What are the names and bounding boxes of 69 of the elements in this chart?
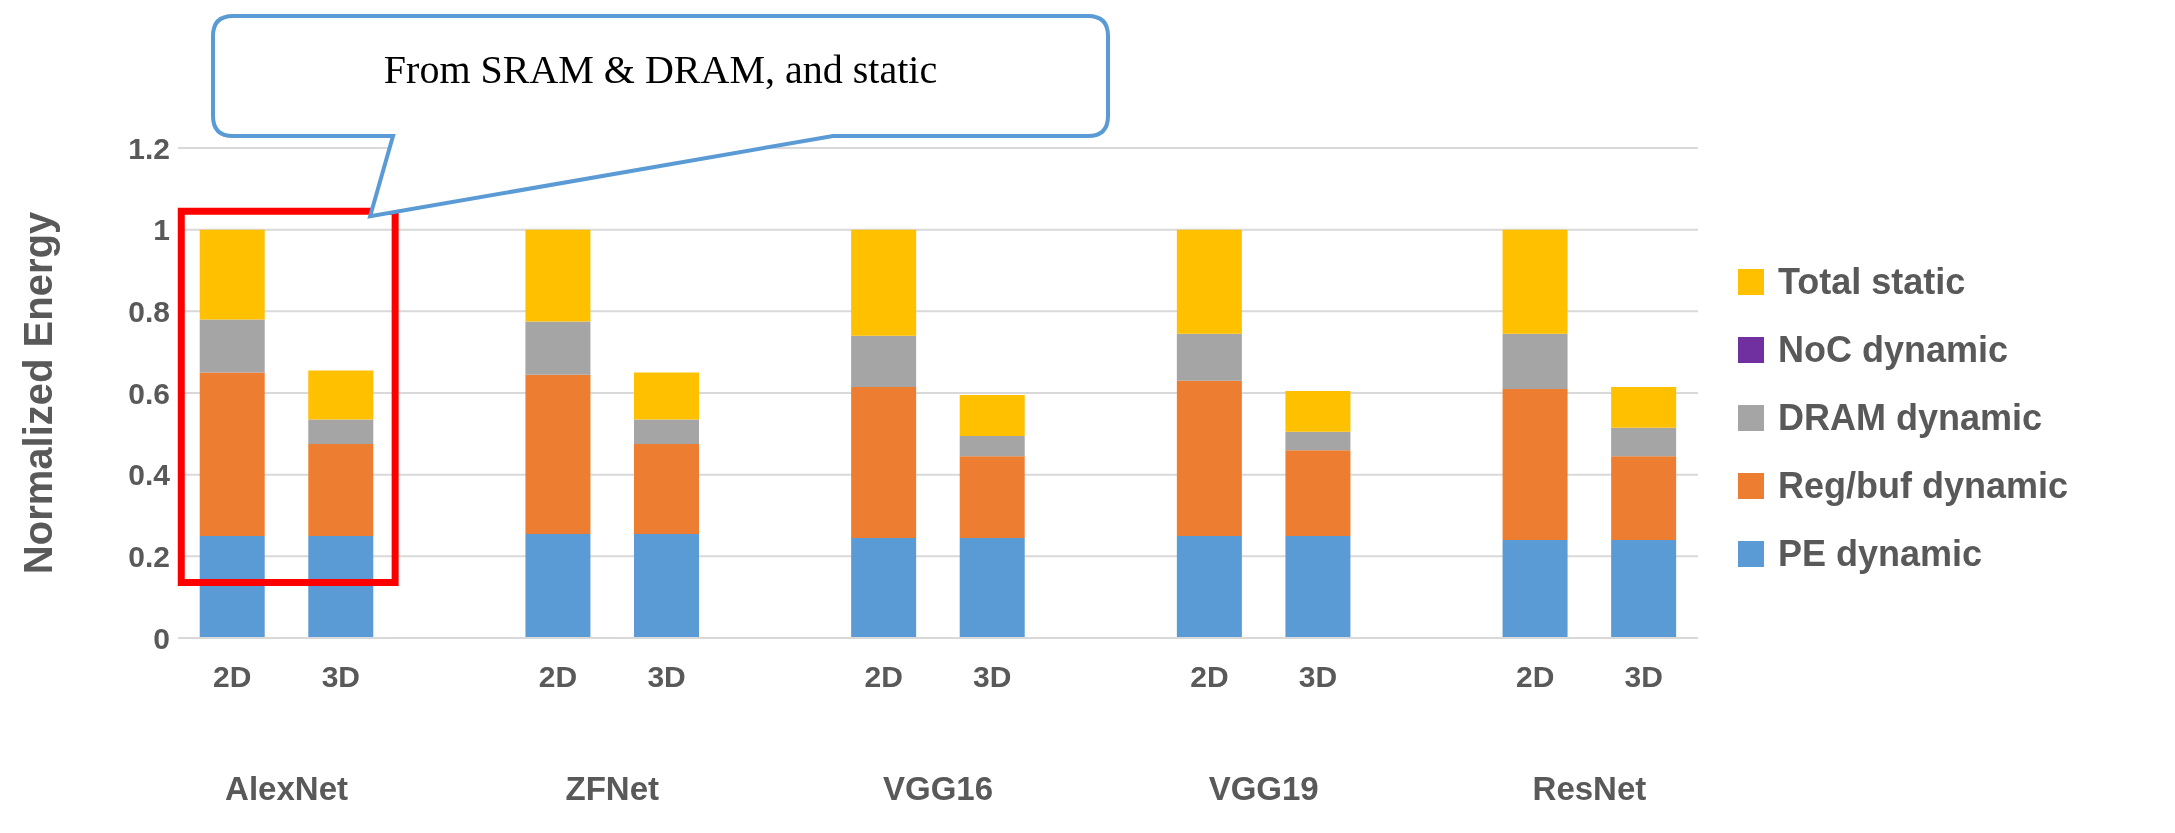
x-tick-label: 2D bbox=[1190, 660, 1229, 694]
y-tick-label: 0.2 bbox=[128, 539, 170, 573]
y-tick-label: 0.8 bbox=[128, 294, 170, 328]
bar bbox=[1611, 456, 1677, 540]
bar bbox=[525, 229, 591, 322]
bar bbox=[634, 533, 699, 638]
x-tick-label: 3D bbox=[1298, 660, 1338, 694]
bar bbox=[1176, 380, 1242, 536]
bar bbox=[1285, 431, 1351, 451]
y-axis-title: Normalized Energy bbox=[16, 211, 61, 575]
bar bbox=[1611, 540, 1677, 638]
bar bbox=[634, 444, 699, 534]
bar bbox=[1176, 229, 1242, 334]
bar bbox=[1285, 535, 1351, 638]
y-tick-label: 1.2 bbox=[128, 131, 170, 165]
x-tick-label: 2D bbox=[864, 660, 903, 694]
y-tick-label: 1 bbox=[153, 213, 170, 247]
bar bbox=[634, 372, 699, 420]
text: ResNet bbox=[1531, 770, 1648, 808]
bar bbox=[1611, 427, 1677, 457]
bar bbox=[308, 444, 374, 536]
legend-label: NoC dynamic bbox=[1778, 329, 2009, 371]
bar bbox=[1285, 450, 1351, 536]
bar bbox=[199, 319, 265, 373]
bar bbox=[1502, 229, 1568, 334]
text: ZFNet bbox=[564, 770, 661, 808]
text: From SRAM & DRAM, and static bbox=[382, 46, 939, 93]
bar bbox=[525, 533, 591, 638]
bar bbox=[1502, 333, 1568, 389]
text: VGG16 bbox=[881, 770, 995, 808]
bar bbox=[308, 419, 374, 445]
bar bbox=[959, 537, 1025, 638]
x-tick-label: 3D bbox=[1624, 660, 1663, 694]
bar bbox=[525, 374, 591, 534]
text: VGG19 bbox=[1207, 770, 1320, 808]
bar bbox=[851, 229, 917, 336]
bar bbox=[308, 535, 374, 638]
bar bbox=[1176, 333, 1242, 381]
bar bbox=[959, 395, 1025, 436]
bar bbox=[1176, 535, 1242, 638]
x-tick-label: 3D bbox=[973, 660, 1012, 694]
bar bbox=[959, 435, 1025, 457]
bar bbox=[199, 229, 265, 320]
bar bbox=[851, 335, 917, 387]
bar bbox=[1285, 390, 1351, 432]
bar bbox=[1502, 388, 1568, 540]
bar bbox=[1611, 386, 1677, 428]
bar bbox=[525, 321, 591, 375]
x-tick-label: 3D bbox=[321, 660, 361, 694]
legend-label: PE dynamic bbox=[1778, 533, 1983, 575]
x-tick-label: 2D bbox=[538, 660, 578, 694]
y-tick-label: 0 bbox=[153, 621, 170, 655]
bar bbox=[959, 456, 1025, 538]
x-tick-label: 2D bbox=[1515, 660, 1555, 694]
bar bbox=[851, 386, 917, 538]
bar bbox=[199, 535, 265, 638]
bar bbox=[851, 537, 917, 638]
y-tick-label: 0.4 bbox=[128, 458, 171, 492]
legend-label: Reg/buf dynamic bbox=[1778, 465, 2069, 507]
bar bbox=[199, 372, 265, 536]
y-tick-label: 0.6 bbox=[128, 376, 170, 410]
x-tick-label: 3D bbox=[647, 660, 686, 694]
bar bbox=[1502, 540, 1568, 638]
legend-label: Total static bbox=[1778, 261, 1966, 303]
text: AlexNet bbox=[224, 770, 349, 808]
bar bbox=[308, 370, 374, 420]
legend-label: DRAM dynamic bbox=[1778, 397, 2043, 439]
x-tick-label: 2D bbox=[213, 660, 252, 694]
bar bbox=[634, 419, 699, 445]
